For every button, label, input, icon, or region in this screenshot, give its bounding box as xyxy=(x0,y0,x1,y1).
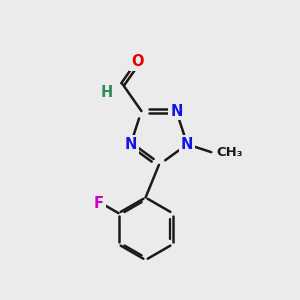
Text: CH₃: CH₃ xyxy=(217,146,243,159)
Text: N: N xyxy=(170,103,183,118)
Text: N: N xyxy=(181,137,194,152)
Text: O: O xyxy=(131,54,143,69)
Text: F: F xyxy=(94,196,104,211)
Text: H: H xyxy=(101,85,113,100)
Text: N: N xyxy=(124,137,137,152)
